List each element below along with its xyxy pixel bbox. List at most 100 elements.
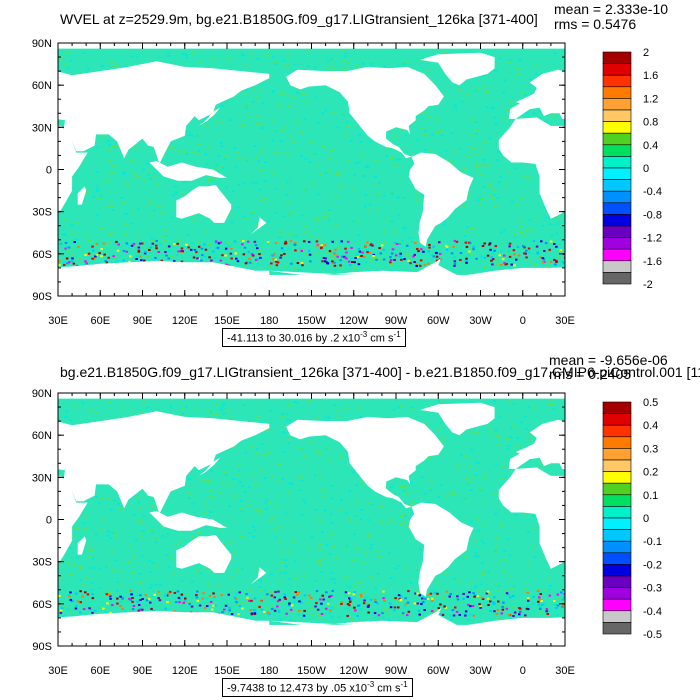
colorbar-swatch — [602, 260, 632, 273]
mean-stat: mean = -9.656e-06 — [549, 352, 668, 368]
land-eurasia — [58, 411, 270, 514]
colorbar-swatch — [602, 413, 632, 426]
colorbar-swatch — [602, 587, 632, 600]
range-units-exponent: -1 — [400, 680, 408, 689]
lat-tick-label: 90S — [32, 641, 52, 653]
land-eurasia — [58, 61, 270, 164]
land-africa — [498, 117, 565, 219]
colorbar-swatch — [602, 471, 632, 484]
land-new-zealand — [250, 567, 267, 585]
colorbar-swatch — [602, 436, 632, 449]
lon-tick-label: 150E — [214, 665, 240, 677]
colorbar-swatch — [602, 214, 632, 227]
mean-stat: mean = 2.333e-10 — [554, 1, 669, 17]
rms-stat: rms = 0.5476 — [554, 16, 637, 32]
land-antarctica — [269, 258, 565, 286]
colorbar-label: -0.3 — [643, 583, 662, 595]
colorbar-label: -0.2 — [643, 559, 662, 571]
panel-title: WVEL at z=2529.9m, bg.e21.B1850G.f09_g17… — [60, 11, 538, 27]
lon-tick-label: 0 — [520, 665, 526, 677]
land-africa — [58, 475, 88, 562]
range-exponent: -3 — [360, 330, 368, 339]
lat-tick-label: 30N — [32, 472, 52, 484]
colorbar-label: 2 — [643, 47, 649, 59]
colorbar-label: 0.3 — [643, 443, 658, 455]
southern-ocean-anomalies — [58, 239, 565, 268]
lat-tick-label: 30N — [32, 122, 52, 134]
lon-tick-label: 150W — [297, 665, 326, 677]
colorbar-swatch — [602, 506, 632, 519]
lon-tick-label: 90W — [385, 665, 408, 677]
land-australia — [683, 185, 700, 223]
land-australia — [176, 535, 232, 573]
lat-tick-label: 60N — [32, 430, 52, 442]
colorbar: 0.5 0.4 0.3 0.2 0.1 0 -0.1 -0.2 -0.3 -0.4 -0.5 — [602, 397, 662, 641]
land-indonesia — [657, 511, 700, 531]
colorbar-swatch — [602, 51, 632, 64]
colorbar-swatch — [602, 121, 632, 134]
map-area — [58, 43, 700, 296]
colorbar-label: 0.1 — [643, 490, 658, 502]
colorbar-label: 1.6 — [643, 70, 658, 82]
colorbar-swatch — [602, 202, 632, 215]
lon-tick-label: 90W — [385, 315, 408, 327]
rms-stat: rms = 0.2405 — [549, 366, 632, 382]
colorbar-label: -0.1 — [643, 536, 662, 548]
colorbar-label: -0.5 — [643, 629, 662, 641]
colorbar-swatch — [602, 401, 632, 414]
colorbar-swatch — [602, 179, 632, 192]
colorbar-label: -0.4 — [643, 606, 662, 618]
land-antarctica — [269, 608, 565, 636]
lat-tick-label: 60S — [32, 599, 52, 611]
range-text: -41.113 to 30.016 by .2 x10 — [227, 332, 361, 345]
colorbar-swatch — [602, 575, 632, 588]
lon-tick-label: 60W — [427, 665, 450, 677]
lon-tick-label: 120W — [339, 315, 368, 327]
panel-title: bg.e21.B1850G.f09_g17.LIGtransient_126ka… — [60, 364, 700, 380]
lon-tick-label: 60E — [90, 315, 110, 327]
land-australia — [176, 185, 232, 223]
lon-tick-label: 180 — [260, 315, 278, 327]
colorbar-swatch — [602, 448, 632, 461]
colorbar-swatch — [602, 622, 632, 635]
colorbar-swatch — [602, 237, 632, 250]
land-south-america — [408, 502, 474, 597]
lon-tick-label: 150W — [297, 315, 326, 327]
land-madagascar — [77, 186, 87, 205]
lon-tick-label: 60E — [90, 665, 110, 677]
colorbar-swatch — [602, 109, 632, 122]
colorbar-swatch — [602, 610, 632, 623]
lon-tick-label: 60W — [427, 315, 450, 327]
colorbar-label: 0.4 — [643, 140, 658, 152]
lon-tick-label: 30W — [469, 315, 492, 327]
colorbar-label: -1.6 — [643, 256, 662, 268]
land-new-zealand — [250, 217, 267, 235]
land-eurasia — [508, 419, 565, 470]
land-greenland — [419, 402, 495, 436]
lat-tick-label: 0 — [46, 515, 52, 527]
lat-tick-label: 60N — [32, 80, 52, 92]
land-japan — [198, 457, 220, 476]
lon-tick-label: 30E — [555, 665, 575, 677]
range-units: cm s — [367, 332, 394, 345]
colorbar-swatch — [602, 424, 632, 438]
map-area — [58, 393, 700, 646]
colorbar-swatch — [602, 132, 632, 146]
lon-tick-label: 90E — [133, 665, 153, 677]
lon-tick-label: 90E — [133, 315, 153, 327]
panel-top: WVEL at z=2529.9m, bg.e21.B1850G.f09_g17… — [32, 1, 700, 347]
land-antarctica — [58, 260, 270, 296]
colorbar-swatch — [602, 86, 632, 99]
lon-tick-label: 120E — [172, 315, 198, 327]
colorbar-label: -0.8 — [643, 209, 662, 221]
colorbar-swatch — [602, 167, 632, 180]
colorbar-label: 0 — [643, 513, 649, 525]
lon-tick-label: 30E — [48, 665, 68, 677]
colorbar-swatch — [602, 494, 632, 507]
lat-tick-label: 30S — [32, 557, 52, 569]
land-africa — [498, 467, 565, 569]
range-exponent: -3 — [367, 680, 375, 689]
lon-tick-label: 30W — [469, 665, 492, 677]
land-africa — [58, 125, 88, 212]
range-info-box: -41.113 to 30.016 by .2 x10-3 cm s-1 — [222, 328, 406, 347]
